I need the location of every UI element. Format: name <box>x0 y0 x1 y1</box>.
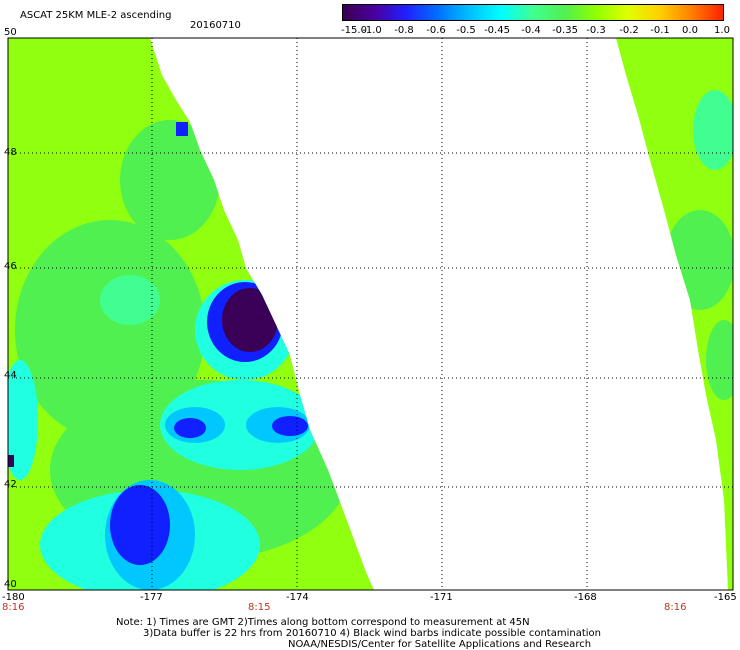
lon-label-171: -171 <box>430 592 453 603</box>
footer-credit: NOAA/NESDIS/Center for Satellite Applica… <box>288 639 592 650</box>
lat-label-44: 44 <box>4 370 17 381</box>
time-label-right: 8:16 <box>664 602 687 613</box>
light-green-region <box>100 275 160 325</box>
lon-label-180: -180 <box>2 592 25 603</box>
lat-label-48: 48 <box>4 147 17 158</box>
swath-right <box>616 38 733 590</box>
blue-region <box>176 122 188 136</box>
dark-region <box>222 288 278 352</box>
lat-label-50: 50 <box>4 27 17 38</box>
time-label-left: 8:16 <box>2 602 25 613</box>
colorbar-tick-label: -0.5 <box>456 25 476 36</box>
colorbar-tick-label: -0.45 <box>484 25 510 36</box>
footer-note-1: Note: 1) Times are GMT 2)Times along bot… <box>116 617 530 628</box>
lat-label-42: 42 <box>4 479 17 490</box>
cyan-region <box>8 360 38 480</box>
colorbar-tick-label: -0.6 <box>426 25 446 36</box>
lon-label-165: -165 <box>714 592 737 603</box>
dark-region <box>8 455 14 467</box>
colorbar-tick-label: -0.35 <box>552 25 578 36</box>
blue-region <box>272 416 308 436</box>
colorbar-tick-label: -1.0 <box>362 25 382 36</box>
blue-region <box>174 418 206 438</box>
lon-label-177: -177 <box>140 592 163 603</box>
colorbar-tick-label: -0.1 <box>650 25 670 36</box>
lat-label-40: 40 <box>4 579 17 590</box>
map-frame <box>7 37 734 591</box>
footer-note-2: 3)Data buffer is 22 hrs from 20160710 4)… <box>143 628 601 639</box>
lon-label-168: -168 <box>574 592 597 603</box>
light-green-region <box>693 90 733 170</box>
colorbar-tick-label: -0.3 <box>586 25 606 36</box>
green-region <box>706 320 733 400</box>
time-label-middle: 8:15 <box>248 602 271 613</box>
colorbar-tick-label: -0.8 <box>394 25 414 36</box>
colorbar-tick-label: -0.4 <box>521 25 541 36</box>
blue-region <box>110 485 170 565</box>
colorbar-tick-label: 1.0 <box>714 25 730 36</box>
map-date: 20160710 <box>190 20 241 31</box>
colorbar-tick-label: -0.2 <box>619 25 639 36</box>
swath-left <box>8 38 374 590</box>
cyan-region <box>160 380 320 470</box>
lon-label-174: -174 <box>286 592 309 603</box>
lat-label-46: 46 <box>4 261 17 272</box>
colorbar-tick-label: 0.0 <box>682 25 698 36</box>
green-region <box>120 120 220 240</box>
map-title: ASCAT 25KM MLE-2 ascending <box>20 10 172 21</box>
colorbar <box>342 4 724 21</box>
colorbar-tick-label: -15.0 <box>341 25 367 36</box>
green-region <box>665 210 733 310</box>
